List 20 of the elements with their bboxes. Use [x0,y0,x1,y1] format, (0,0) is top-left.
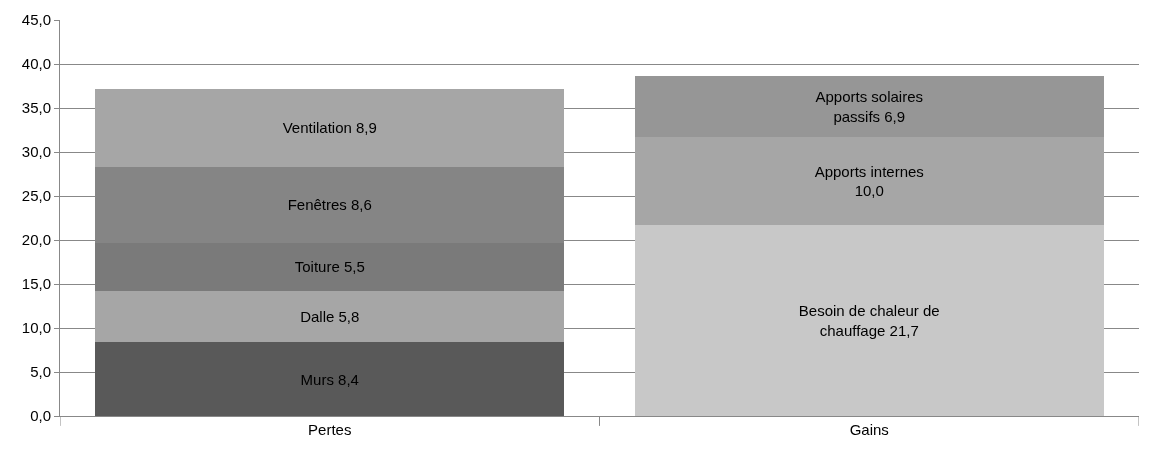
data-label: Murs 8,4 [300,370,359,388]
y-tick-label: 30,0 [21,143,51,161]
y-tick-label: 0,0 [30,407,51,425]
y-tick-label: 35,0 [21,99,51,117]
y-tick-label: 5,0 [30,363,51,381]
data-label: Dalle 5,8 [300,308,360,326]
data-label: Besoin de chaleur de chauffage 21,7 [798,302,940,339]
y-tick-label: 20,0 [21,231,51,249]
x-tick-label: Gains [849,421,889,438]
data-label: Apports internes 10,0 [814,162,924,200]
y-tick-label: 40,0 [21,55,51,73]
data-label: Ventilation 8,9 [282,119,377,137]
data-label: Apports solaires passifs 6,9 [815,88,924,125]
x-tick-label: Pertes [308,421,352,438]
y-tick-label: 15,0 [21,275,51,293]
y-tick-label: 45,0 [21,11,51,29]
data-label: Fenêtres 8,6 [287,196,372,214]
data-label: Toiture 5,5 [294,258,365,276]
y-tick-label: 10,0 [21,319,51,337]
y-tick-label: 25,0 [21,187,51,205]
